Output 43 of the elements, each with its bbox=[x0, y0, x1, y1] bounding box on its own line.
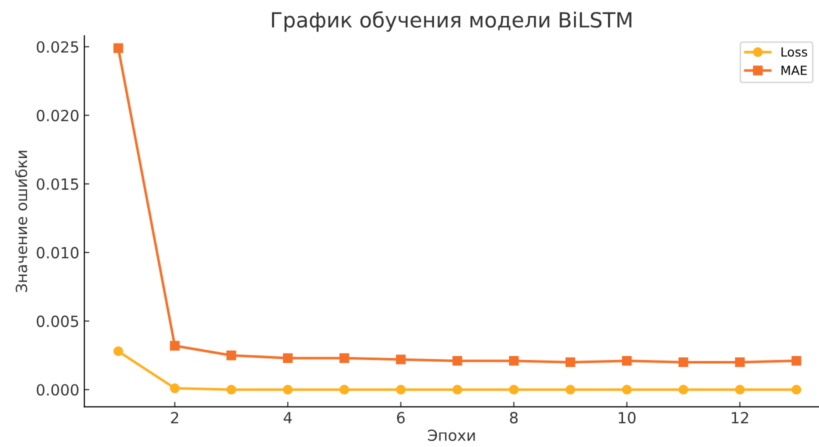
point bbox=[282, 353, 293, 363]
x-tick-label: 10 bbox=[618, 412, 636, 424]
point bbox=[452, 356, 462, 366]
point bbox=[508, 384, 519, 394]
point bbox=[565, 357, 576, 368]
y-tick-label: 0.015 bbox=[36, 178, 78, 190]
point bbox=[113, 43, 124, 53]
y-tick-label: 0.000 bbox=[36, 384, 78, 396]
point bbox=[735, 384, 745, 394]
point bbox=[565, 384, 576, 394]
point bbox=[339, 384, 350, 394]
point bbox=[792, 356, 802, 366]
x-axis-title: Эпохи bbox=[428, 429, 475, 442]
legend-label: Loss bbox=[782, 47, 808, 57]
point bbox=[735, 357, 745, 368]
point bbox=[396, 354, 406, 364]
y-axis-title: Значение ошибки bbox=[15, 150, 28, 292]
point bbox=[622, 356, 632, 366]
x-tick-label: 2 bbox=[171, 412, 178, 424]
point bbox=[226, 350, 236, 360]
y-tick-label: 0.010 bbox=[36, 246, 78, 258]
point bbox=[792, 384, 802, 394]
y-tick-label: 0.005 bbox=[36, 316, 78, 328]
point bbox=[396, 384, 406, 394]
x-tick-label: 12 bbox=[732, 412, 748, 424]
y-tick-label: 0.025 bbox=[36, 41, 78, 53]
point bbox=[170, 340, 180, 351]
point bbox=[678, 357, 688, 368]
point bbox=[226, 384, 236, 394]
point bbox=[678, 384, 688, 394]
point bbox=[339, 353, 350, 363]
point bbox=[282, 384, 293, 394]
point bbox=[622, 384, 632, 394]
x-tick-label: 4 bbox=[284, 412, 292, 424]
chart-title: График обучения модели BiLSTM bbox=[272, 11, 632, 32]
legend-label: MAE bbox=[782, 66, 807, 75]
y-tick-label: 0.020 bbox=[36, 110, 78, 122]
x-tick-label: 8 bbox=[510, 412, 518, 424]
point bbox=[113, 346, 124, 356]
point bbox=[452, 384, 462, 394]
x-tick-label: 6 bbox=[397, 412, 405, 424]
point bbox=[508, 356, 519, 366]
point bbox=[170, 383, 180, 394]
